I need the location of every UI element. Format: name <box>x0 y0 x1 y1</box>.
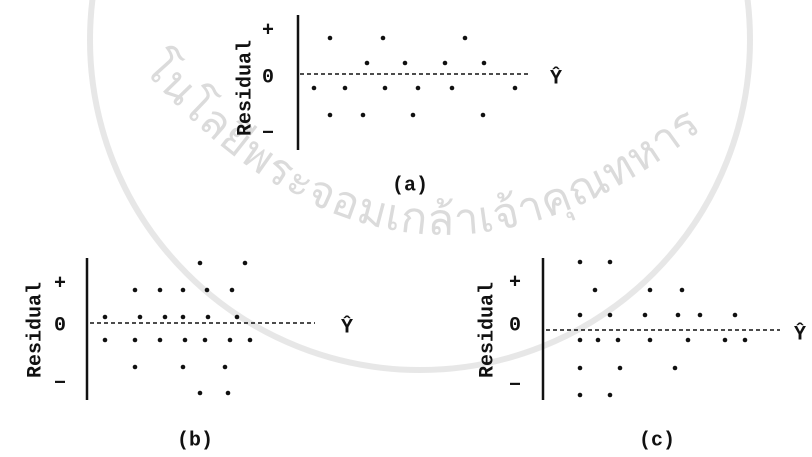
dot <box>415 85 421 91</box>
dot <box>722 337 728 343</box>
panel-label: (b) <box>177 429 213 452</box>
dot <box>592 287 598 293</box>
dot <box>642 312 648 318</box>
dot <box>311 85 317 91</box>
dot <box>679 287 685 293</box>
dot <box>137 314 143 320</box>
dot <box>742 337 748 343</box>
dot <box>132 287 138 293</box>
dot <box>480 112 486 118</box>
dot <box>227 337 233 343</box>
tick-label: + <box>54 272 66 295</box>
y-axis-label: Residual <box>234 40 257 136</box>
dot <box>442 60 448 66</box>
dot <box>577 392 583 398</box>
dot <box>672 365 678 371</box>
dot <box>132 337 138 343</box>
dot <box>617 365 623 371</box>
tick-label: − <box>54 372 66 395</box>
dot <box>247 337 253 343</box>
dot <box>157 287 163 293</box>
x-axis-label: Ŷ <box>550 65 562 90</box>
dot <box>197 390 203 396</box>
dot <box>449 85 455 91</box>
dot <box>327 112 333 118</box>
dot <box>180 287 186 293</box>
tick-label: 0 <box>54 314 66 337</box>
dot <box>732 312 738 318</box>
dot <box>102 337 108 343</box>
dot <box>577 365 583 371</box>
tick-label: − <box>262 122 274 145</box>
dot <box>697 312 703 318</box>
dot <box>180 364 186 370</box>
dot <box>234 314 240 320</box>
dot <box>180 314 186 320</box>
tick-label: + <box>509 271 521 294</box>
tick-label: 0 <box>509 314 521 337</box>
dot <box>162 314 168 320</box>
y-axis-label: Residual <box>24 282 47 378</box>
dot <box>615 337 621 343</box>
x-axis-label: Ŷ <box>341 314 353 339</box>
dot <box>197 260 203 266</box>
dot <box>647 287 653 293</box>
watermark-ring <box>87 0 753 373</box>
tick-label: + <box>262 19 274 42</box>
dot <box>577 259 583 265</box>
dot <box>360 112 366 118</box>
x-axis-label: Ŷ <box>794 321 806 346</box>
dot <box>595 337 601 343</box>
panel-label: (a) <box>392 174 428 197</box>
panel-label: (c) <box>639 429 675 452</box>
dot <box>157 337 163 343</box>
dot <box>364 60 370 66</box>
dot <box>204 287 210 293</box>
tick-label: − <box>509 374 521 397</box>
dot <box>481 60 487 66</box>
dot <box>225 390 231 396</box>
dot <box>380 35 386 41</box>
dot <box>182 337 188 343</box>
dot <box>607 259 613 265</box>
dot <box>242 260 248 266</box>
dot <box>342 85 348 91</box>
tick-label: 0 <box>262 66 274 89</box>
dot <box>512 85 518 91</box>
dot <box>222 364 228 370</box>
dot <box>685 337 691 343</box>
dot <box>205 314 211 320</box>
dot <box>607 392 613 398</box>
dot <box>607 312 613 318</box>
y-axis-label: Residual <box>476 282 499 378</box>
dot <box>102 314 108 320</box>
dot <box>647 337 653 343</box>
dot <box>202 337 208 343</box>
watermark-text: โนโลยีพระจอมเกล้าเจ้าคุณทหาร <box>133 41 709 246</box>
dot <box>382 85 388 91</box>
dot <box>675 312 681 318</box>
dot <box>577 337 583 343</box>
watermark: โนโลยีพระจอมเกล้าเจ้าคุณทหาร <box>133 41 709 246</box>
dot <box>327 35 333 41</box>
dot <box>410 112 416 118</box>
dot <box>402 60 408 66</box>
dot <box>577 312 583 318</box>
dot <box>462 35 468 41</box>
dot <box>229 287 235 293</box>
dot <box>132 364 138 370</box>
